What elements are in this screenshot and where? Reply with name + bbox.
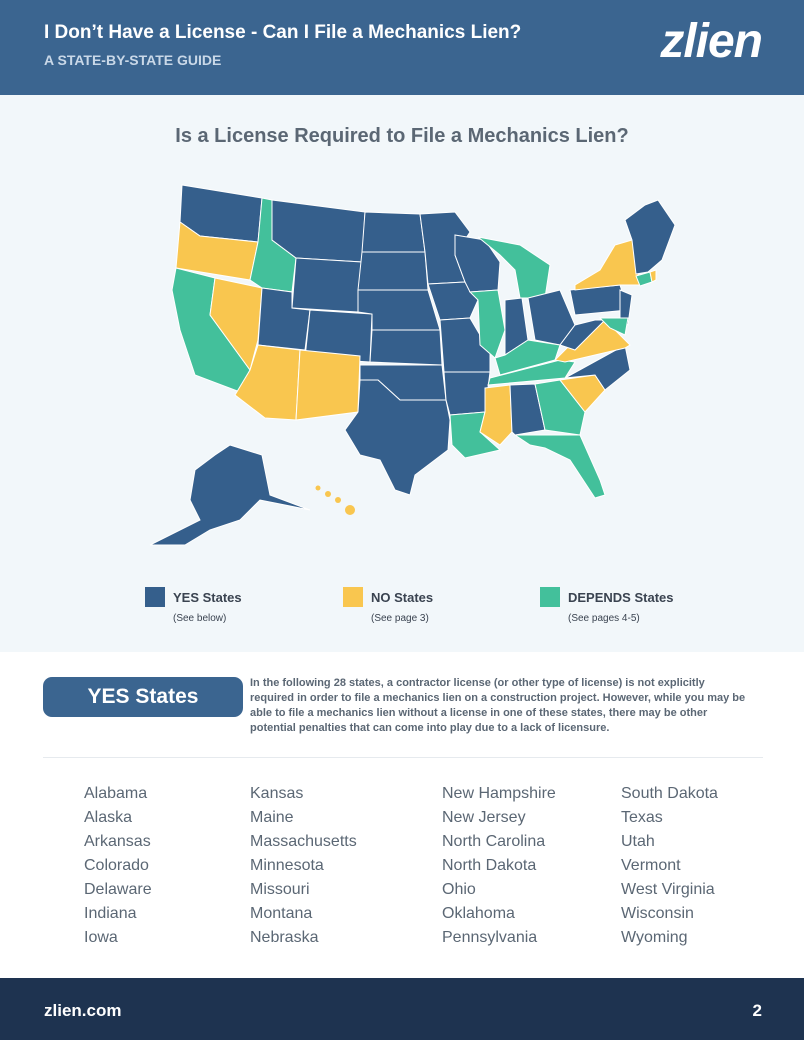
state-shape <box>361 211 426 253</box>
yes-heading: YES States <box>43 677 243 717</box>
state-shape <box>487 359 576 386</box>
state-shape <box>149 444 311 546</box>
state-shape <box>559 319 607 351</box>
states <box>149 184 676 546</box>
state-name: New Jersey <box>442 809 526 826</box>
state-shape <box>357 251 429 291</box>
state-name: Texas <box>621 809 663 826</box>
state-shape <box>369 329 443 366</box>
state-shape <box>291 257 363 313</box>
state-shape <box>513 434 606 499</box>
state-name: New Hampshire <box>442 785 556 802</box>
state-shape <box>534 379 586 436</box>
state-column: Kansas Maine Massachusetts Minnesota Missour… <box>250 782 357 950</box>
state-shape <box>295 349 361 421</box>
state-name: South Dakota <box>621 785 718 802</box>
state-name: Colorado <box>84 857 149 874</box>
state-shape <box>619 289 633 326</box>
logo: zlien <box>660 15 763 68</box>
state-shape <box>624 199 676 275</box>
state-shape <box>315 485 321 491</box>
state-name: Ohio <box>442 881 476 898</box>
state-name: Montana <box>250 905 313 922</box>
divider <box>43 757 763 758</box>
state-name: Massachusetts <box>250 833 357 850</box>
state-shape <box>509 383 546 436</box>
legend-note: (See page 3) <box>371 613 429 624</box>
state-name: Iowa <box>84 929 118 946</box>
state-name: Alaska <box>84 809 133 826</box>
legend-label: NO States <box>371 590 434 605</box>
state-shape <box>345 505 355 515</box>
state-shape <box>325 491 331 497</box>
state-name: Missouri <box>250 881 310 898</box>
state-name: West Virginia <box>621 881 715 898</box>
state-name: Oklahoma <box>442 905 515 922</box>
state-name: Vermont <box>621 857 681 874</box>
state-column: South Dakota Texas Utah Vermont West Virgini… <box>621 782 718 950</box>
state-name: Pennsylvania <box>442 929 538 946</box>
state-shape <box>443 371 491 416</box>
map-title: Is a License Required to File a Mechanic… <box>175 125 629 147</box>
legend-swatch <box>540 587 560 607</box>
state-name: North Carolina <box>442 833 546 850</box>
state-shape <box>335 497 341 503</box>
legend-swatch <box>145 587 165 607</box>
state-shape <box>649 269 657 283</box>
state-shape <box>427 281 479 321</box>
legend-label: YES States <box>173 590 242 605</box>
state-column: New Hampshire New Jersey North Carolina Nor… <box>442 782 556 950</box>
state-name: Kansas <box>250 785 304 802</box>
page-number: 2 <box>752 1001 762 1020</box>
legend-note: (See below) <box>173 613 227 624</box>
footer-url: zlien.com <box>44 1001 122 1020</box>
state-shape <box>344 379 451 496</box>
legend-note: (See pages 4-5) <box>568 613 640 624</box>
state-name: Wyoming <box>621 929 688 946</box>
header: I Don’t Have a License - Can I File a Me… <box>0 0 804 95</box>
state-shape <box>439 317 491 373</box>
state-shape <box>209 277 263 372</box>
state-name: Arkansas <box>84 833 151 850</box>
state-name: North Dakota <box>442 857 537 874</box>
footer: zlien.com 2 <box>0 978 804 1040</box>
legend-label: DEPENDS States <box>568 590 674 605</box>
us-map <box>149 184 676 546</box>
state-name: Wisconsin <box>621 905 694 922</box>
state-shape <box>574 239 641 291</box>
state-shape <box>598 317 629 336</box>
state-name: Indiana <box>84 905 137 922</box>
header-subtitle: A STATE-BY-STATE GUIDE <box>44 52 222 68</box>
state-name: Maine <box>250 809 294 826</box>
state-name: Minnesota <box>250 857 324 874</box>
state-name: Utah <box>621 833 655 850</box>
state-name: Nebraska <box>250 929 319 946</box>
legend-swatch <box>343 587 363 607</box>
header-title: I Don’t Have a License - Can I File a Me… <box>44 22 522 43</box>
yes-description: In the following 28 states, a contractor… <box>250 677 746 734</box>
state-name: Alabama <box>84 785 148 802</box>
state-column: Alabama Alaska Arkansas Colorado Delaware Ind… <box>84 782 152 950</box>
state-name: Delaware <box>84 881 152 898</box>
map-section: Is a License Required to File a Mechanic… <box>0 95 804 652</box>
